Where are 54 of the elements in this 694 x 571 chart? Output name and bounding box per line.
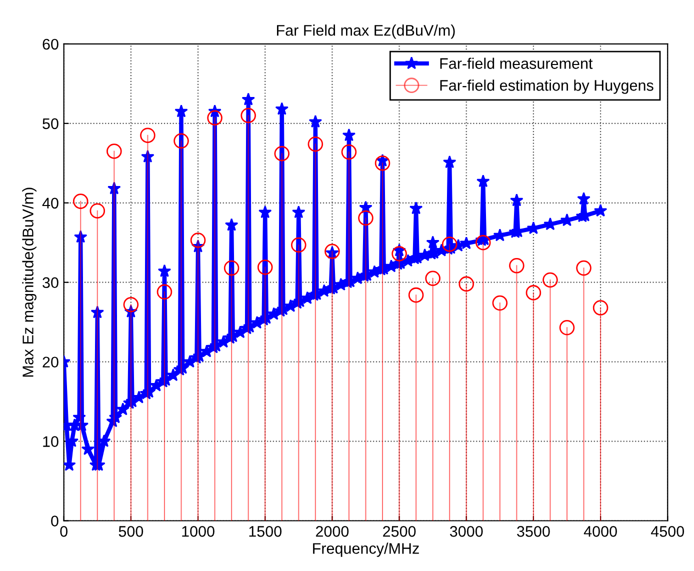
legend-label: Far-field measurement xyxy=(440,58,593,69)
point xyxy=(392,246,407,262)
x-tick-label: 1500 xyxy=(249,526,282,537)
point xyxy=(123,296,139,312)
point xyxy=(492,295,508,311)
chart-title: Far Field max Ez(dBuV/m) xyxy=(277,24,455,39)
point xyxy=(458,276,474,292)
point xyxy=(509,258,524,274)
y-tick-label: 0 xyxy=(51,516,58,526)
x-tick-label: 1000 xyxy=(182,526,214,537)
point xyxy=(358,210,374,226)
point xyxy=(240,108,256,124)
point xyxy=(341,144,357,160)
point xyxy=(156,284,172,300)
point xyxy=(291,237,306,253)
point xyxy=(592,300,608,316)
point xyxy=(476,234,491,250)
x-tick-label: 2000 xyxy=(316,526,349,537)
point xyxy=(174,133,189,149)
point xyxy=(308,136,324,152)
x-tick-label: 500 xyxy=(118,526,144,537)
point xyxy=(106,144,122,159)
point xyxy=(257,260,273,275)
y-tick-label: 60 xyxy=(42,38,58,50)
x-tick-label: 3000 xyxy=(450,526,483,537)
point xyxy=(576,260,592,276)
point xyxy=(140,128,156,143)
x-tick-label: 4000 xyxy=(584,526,617,537)
x-tick-label: 0 xyxy=(60,526,68,537)
point xyxy=(442,236,458,252)
y-tick-label: 10 xyxy=(43,436,58,447)
y-tick-label: 30 xyxy=(42,277,58,288)
point xyxy=(207,110,222,126)
y-tick-label: 40 xyxy=(42,198,58,209)
point xyxy=(224,260,240,276)
point xyxy=(425,270,440,286)
point xyxy=(374,156,390,171)
y-tick-label: 50 xyxy=(42,118,58,130)
point xyxy=(72,194,88,209)
y-axis-title: Max Ez magnitude(dBuV/m) xyxy=(22,188,36,377)
point xyxy=(274,146,290,162)
legend-label: Far-field estimation by Huygens xyxy=(440,80,654,94)
x-axis-title: Frequency/MHz xyxy=(313,542,419,557)
y-tick-label: 20 xyxy=(42,356,58,368)
x-tick-label: 3500 xyxy=(517,526,550,537)
x-tick-label: 4500 xyxy=(650,526,684,537)
point xyxy=(408,287,424,303)
x-tick-label: 2500 xyxy=(383,526,416,537)
point xyxy=(324,244,340,260)
point xyxy=(190,232,206,248)
point xyxy=(526,285,542,300)
point xyxy=(90,203,106,218)
point xyxy=(542,272,558,288)
point xyxy=(559,320,575,336)
